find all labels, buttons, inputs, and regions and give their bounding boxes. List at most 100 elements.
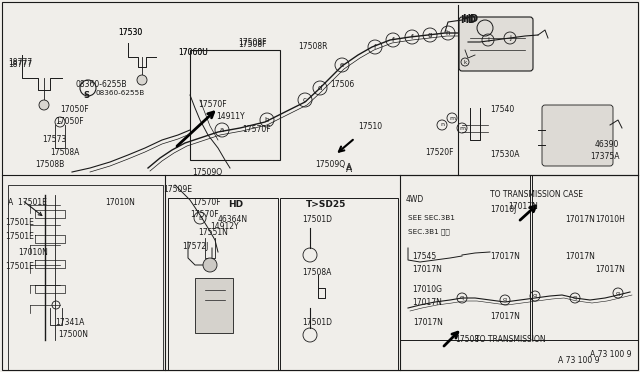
Text: 17501D: 17501D [302, 215, 332, 224]
Text: k: k [463, 60, 467, 64]
Text: 08360-6255B: 08360-6255B [96, 90, 145, 96]
Text: A: A [346, 165, 352, 174]
Text: 14912Y: 14912Y [210, 222, 239, 231]
Text: q: q [460, 295, 464, 301]
Text: 17017N: 17017N [508, 202, 538, 211]
Text: 17509Q: 17509Q [315, 160, 345, 169]
Text: 17509Q: 17509Q [192, 168, 222, 177]
Bar [8, 185, 163, 370]
Text: 17530: 17530 [118, 28, 142, 37]
Text: A: A [346, 163, 352, 172]
Text: q: q [616, 291, 620, 295]
Circle shape [203, 258, 217, 272]
Text: 17501E: 17501E [5, 232, 34, 241]
Text: 17501D: 17501D [302, 318, 332, 327]
Bar [532, 175, 638, 340]
Text: c: c [303, 97, 307, 103]
Bar [190, 50, 280, 160]
Text: 18777: 18777 [8, 60, 32, 69]
Text: TO TRANSMISSION: TO TRANSMISSION [475, 335, 546, 344]
Text: a: a [220, 127, 224, 133]
Text: q: q [573, 295, 577, 301]
Text: i: i [487, 37, 489, 43]
Text: HD: HD [462, 14, 478, 24]
Text: d: d [318, 85, 322, 91]
Text: SEC.3B1 参照: SEC.3B1 参照 [408, 228, 450, 235]
Text: j: j [509, 35, 511, 41]
Text: 4WD: 4WD [406, 195, 424, 204]
Text: q: q [503, 298, 507, 302]
Text: 17573: 17573 [42, 135, 67, 144]
Text: 17545: 17545 [412, 252, 436, 261]
Text: 17010J: 17010J [490, 205, 516, 214]
Text: A 73 100 9: A 73 100 9 [590, 350, 632, 359]
Text: TO TRANSMISSION CASE: TO TRANSMISSION CASE [490, 190, 583, 199]
Bar [168, 198, 278, 370]
Text: o: o [58, 119, 62, 125]
Text: 17500N: 17500N [58, 330, 88, 339]
Text: 17570F: 17570F [242, 125, 271, 134]
Text: 17060U: 17060U [178, 48, 208, 57]
Text: 17010H: 17010H [595, 215, 625, 224]
Text: m: m [449, 115, 455, 121]
FancyBboxPatch shape [542, 105, 613, 166]
Text: HD: HD [228, 200, 243, 209]
Text: 17017N: 17017N [413, 318, 443, 327]
Text: 17570F: 17570F [192, 198, 221, 207]
Text: 17506: 17506 [330, 80, 355, 89]
Text: n: n [440, 122, 444, 128]
Text: HD: HD [460, 15, 476, 25]
Text: 17572J: 17572J [182, 242, 209, 251]
Text: g: g [428, 32, 432, 38]
Text: 17375A: 17375A [590, 152, 620, 161]
Text: m: m [459, 125, 465, 131]
Text: 17508R: 17508R [298, 42, 328, 51]
Text: 17540: 17540 [490, 105, 515, 114]
Circle shape [137, 75, 147, 85]
FancyBboxPatch shape [459, 17, 533, 71]
Text: 17508F: 17508F [238, 40, 266, 49]
Text: 17530: 17530 [118, 28, 142, 37]
Text: 17520F: 17520F [425, 148, 454, 157]
Text: 17017N: 17017N [490, 312, 520, 321]
Text: 17017N: 17017N [490, 252, 520, 261]
Text: 17010G: 17010G [412, 285, 442, 294]
Text: 17570F: 17570F [198, 100, 227, 109]
Text: 17501E: 17501E [5, 262, 34, 271]
Text: 17509E: 17509E [163, 185, 192, 194]
Text: h: h [445, 30, 451, 36]
Text: 17508A: 17508A [50, 148, 79, 157]
Text: 17017N: 17017N [565, 215, 595, 224]
Text: q: q [533, 294, 537, 298]
Text: 17501E: 17501E [5, 218, 34, 227]
Text: 17508F: 17508F [238, 38, 266, 47]
Text: 17510: 17510 [358, 122, 382, 131]
Text: f: f [411, 34, 413, 40]
Text: 17341A: 17341A [55, 318, 84, 327]
Text: 17050F: 17050F [60, 105, 88, 114]
Text: SEE SEC.3B1: SEE SEC.3B1 [408, 215, 455, 221]
Bar [400, 175, 530, 340]
Text: e: e [340, 62, 344, 68]
Text: 17508B: 17508B [35, 160, 64, 169]
Text: 17017N: 17017N [412, 265, 442, 274]
Text: 17010N: 17010N [105, 198, 135, 207]
Text: 17508: 17508 [455, 335, 479, 344]
Text: 17010N: 17010N [18, 248, 48, 257]
Text: 17017N: 17017N [412, 298, 442, 307]
Text: f: f [374, 44, 376, 50]
Text: 17017N: 17017N [565, 252, 595, 261]
Text: 17060U: 17060U [178, 48, 208, 57]
Text: 14911Y: 14911Y [216, 112, 244, 121]
Text: A 73 100 9: A 73 100 9 [558, 356, 600, 365]
Text: S: S [83, 91, 89, 100]
Text: 17017N: 17017N [595, 265, 625, 274]
Text: 46364N: 46364N [218, 215, 248, 224]
Text: f: f [392, 37, 394, 43]
Text: 17530A: 17530A [490, 150, 520, 159]
Text: 17050F: 17050F [55, 117, 84, 126]
Text: A  17501E: A 17501E [8, 198, 47, 207]
Text: 46390: 46390 [595, 140, 620, 149]
Text: 17508A: 17508A [302, 268, 332, 277]
Text: b: b [265, 117, 269, 123]
